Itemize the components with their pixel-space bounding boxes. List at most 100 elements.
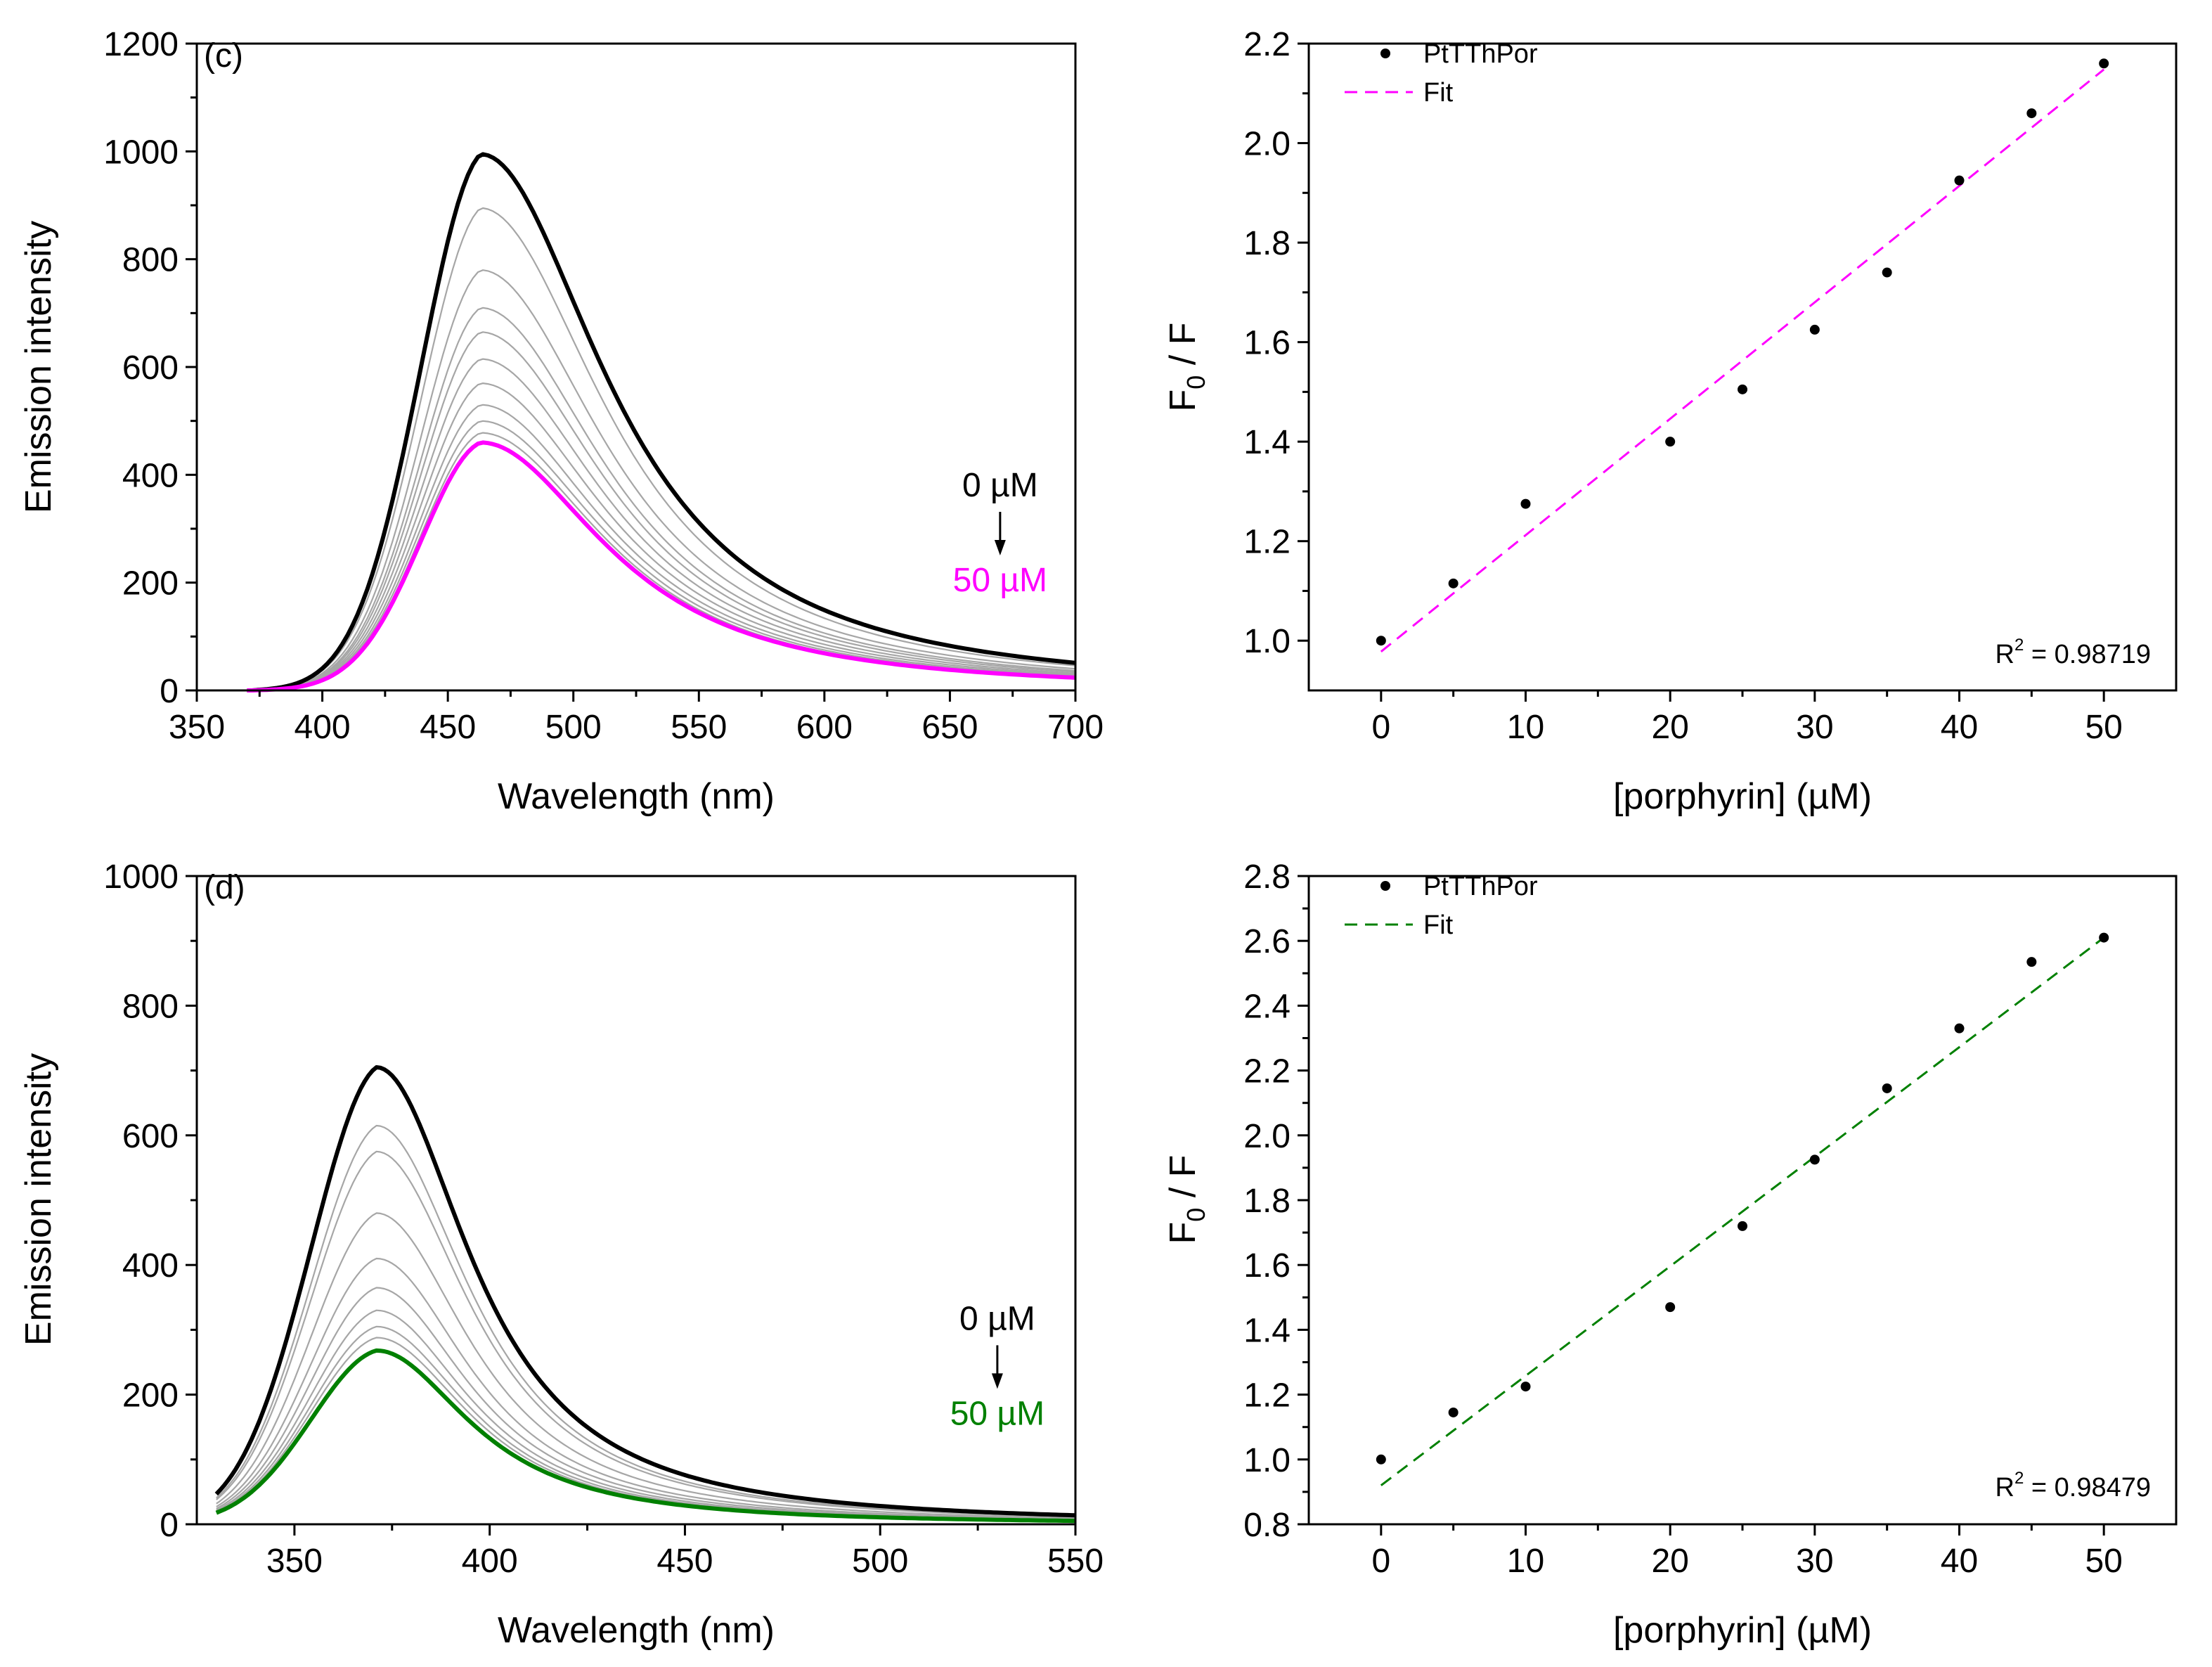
panel-c-frame: [195, 42, 1077, 692]
spectrum-15-uM: [247, 307, 1076, 692]
data-point: [1954, 1023, 1965, 1034]
panel-c-emission: 350 400 450 500 550 600 650 700 0 200 400 600 800 100…: [18, 26, 1104, 817]
data-point: [1809, 324, 1820, 335]
x-tick-label: 700: [1047, 709, 1104, 746]
y-tick-label: 800: [122, 988, 179, 1025]
panel-c-ticks: 350 400 450 500 550 600 650 700 0 200 400 600 800 100…: [103, 26, 1104, 746]
y-tick-label: 2.2: [1243, 26, 1291, 63]
y-tick-label: 1.4: [1243, 424, 1291, 461]
panel-d-x-axis-label: Wavelength (nm): [498, 1610, 775, 1651]
data-point: [2099, 58, 2109, 69]
y-tick-label: 400: [122, 1247, 179, 1285]
y-tick-label: 1.4: [1243, 1312, 1291, 1349]
panel-d-sv-legend: PtTThPor Fit: [1345, 872, 1538, 940]
panel-c-sv-ylabel-main: F: [1163, 390, 1203, 412]
y-tick-label: 2.0: [1243, 1118, 1291, 1155]
panel-d-sv-marks: [1376, 932, 2109, 1486]
panel-d-start-conc-label: 0 µM: [959, 1300, 1035, 1337]
data-point: [1738, 384, 1747, 394]
panel-c-sv-legend-fit: Fit: [1423, 78, 1454, 108]
panel-d-curves: [214, 1065, 1076, 1524]
panel-d-sv-ticks: 0 10 20 30 40 50 0.8 1.0 1.2 1.4 1.6 1.8 2.0 2.2 2.4 2.…: [1243, 858, 2123, 1580]
panel-c-sv-ticks: 0 10 20 30 40 50 1.0 1.2 1.4 1.6 1.8 2.0 2.2: [1243, 26, 2123, 746]
y-tick-label: 0: [160, 673, 179, 710]
panel-d-sv-r2: R2 = 0.98479: [1996, 1469, 2151, 1502]
y-tick-label: 200: [122, 1377, 179, 1415]
x-tick-label: 20: [1651, 1543, 1688, 1580]
x-tick-label: 50: [2085, 709, 2122, 746]
data-point: [1665, 1302, 1676, 1313]
panel-c-sv-y-axis-label: F0 / F: [1163, 323, 1210, 412]
panel-c-sv-ylabel-rest: / F: [1163, 323, 1203, 375]
x-tick-label: 350: [266, 1543, 323, 1580]
panel-d-label: (d): [204, 869, 245, 906]
y-tick-label: 0.8: [1243, 1507, 1291, 1544]
y-tick-label: 1200: [103, 26, 179, 63]
x-tick-label: 550: [1047, 1543, 1104, 1580]
y-tick-label: 400: [122, 457, 179, 494]
y-tick-label: 2.6: [1243, 923, 1291, 960]
x-tick-label: 0: [1371, 709, 1390, 746]
panel-c-arrow-head: [994, 540, 1006, 555]
panel-d-y-axis-label: Emission intensity: [18, 1053, 59, 1346]
panel-c-curves: [247, 152, 1076, 693]
data-point: [1738, 1221, 1747, 1231]
panel-c-sv-ylabel-sub: 0: [1182, 375, 1210, 390]
data-point: [1376, 636, 1386, 646]
data-point: [2099, 932, 2109, 943]
x-tick-label: 500: [545, 709, 602, 746]
panel-d-ticks: 350 400 450 500 550 0 200 400 600 800 1000: [103, 858, 1104, 1580]
spectrum-50-uM: [247, 440, 1076, 693]
panel-c-sv-frame: [1307, 42, 2178, 692]
data-point: [1448, 578, 1459, 588]
y-tick-label: 0: [160, 1507, 179, 1544]
y-tick-label: 1.6: [1243, 1247, 1291, 1285]
data-point: [1520, 498, 1531, 509]
spectrum-30-uM: [216, 1309, 1076, 1521]
data-point: [1809, 1154, 1820, 1165]
panel-d-frame: [195, 875, 1077, 1526]
data-point: [1520, 1382, 1531, 1392]
spectrum-10-uM: [247, 269, 1076, 692]
spectrum-5-uM: [247, 207, 1076, 692]
spectrum-30-uM: [247, 382, 1076, 692]
fit-line: [1380, 68, 2105, 652]
spectrum-40-uM: [216, 1337, 1076, 1521]
panel-d-sv-frame: [1307, 875, 2178, 1526]
panel-d-end-conc-label: 50 µM: [950, 1395, 1044, 1432]
data-point: [1954, 175, 1965, 186]
panel-d-sv-ylabel-rest: / F: [1163, 1155, 1203, 1208]
panel-d-arrow-head: [991, 1373, 1003, 1389]
panel-c-sv-legend-marker: [1380, 49, 1390, 58]
y-tick-label: 1.2: [1243, 524, 1291, 561]
y-tick-label: 2.4: [1243, 988, 1291, 1025]
fit-line: [1380, 937, 2105, 1486]
data-point: [2026, 108, 2037, 119]
x-tick-label: 0: [1371, 1543, 1390, 1580]
panel-d-annotations: 0 µM 50 µM: [950, 1300, 1044, 1432]
y-tick-label: 200: [122, 565, 179, 603]
panel-c-sv-x-axis-label: [porphyrin] (µM): [1613, 776, 1872, 817]
panel-d-sv-y-axis-label: F0 / F: [1163, 1155, 1210, 1244]
panel-d-stern-volmer: 0 10 20 30 40 50 0.8 1.0 1.2 1.4 1.6 1.8 2.0 2.2 2.4 2.…: [1163, 858, 2178, 1651]
spectrum-20-uM: [216, 1257, 1076, 1520]
x-tick-label: 450: [657, 1543, 713, 1580]
y-tick-label: 2.8: [1243, 858, 1291, 896]
y-tick-label: 1.6: [1243, 325, 1291, 362]
y-tick-label: 800: [122, 242, 179, 279]
x-tick-label: 10: [1507, 709, 1544, 746]
spectrum-25-uM: [247, 358, 1076, 692]
x-tick-label: 600: [796, 709, 853, 746]
data-point: [2026, 957, 2037, 967]
x-tick-label: 450: [420, 709, 476, 746]
x-tick-label: 40: [1941, 1543, 1978, 1580]
x-tick-label: 550: [671, 709, 727, 746]
y-tick-label: 1.0: [1243, 623, 1291, 660]
panel-d-sv-ylabel-sub: 0: [1182, 1208, 1210, 1222]
x-tick-label: 20: [1651, 709, 1688, 746]
y-tick-label: 1000: [103, 858, 179, 896]
data-point: [1882, 267, 1892, 278]
panel-c-y-axis-label: Emission intensity: [18, 221, 59, 513]
spectrum-20-uM: [247, 331, 1076, 692]
